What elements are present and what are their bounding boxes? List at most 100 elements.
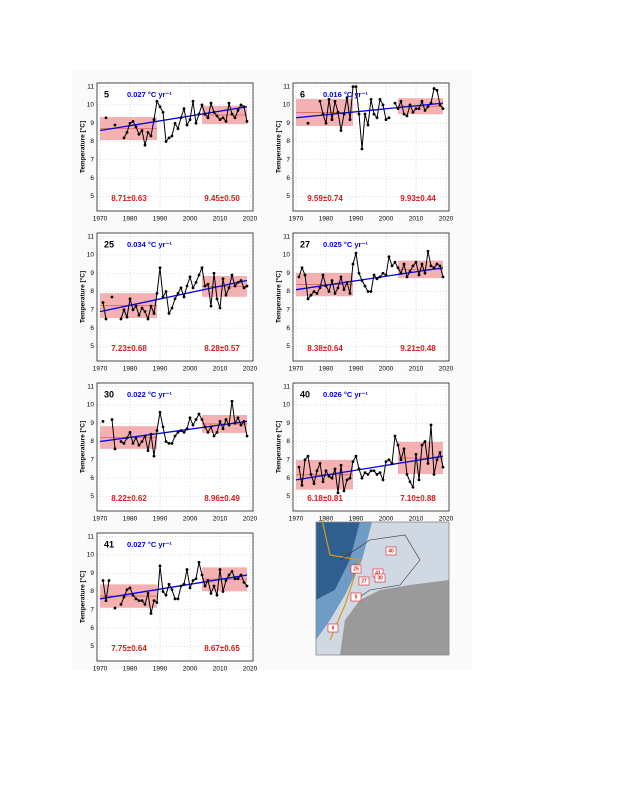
y-tick-label: 10: [87, 402, 95, 409]
data-point: [128, 586, 132, 590]
data-point: [203, 425, 207, 429]
data-point: [342, 288, 346, 292]
data-point: [402, 262, 406, 266]
x-tick-label: 1980: [319, 216, 334, 223]
data-point: [399, 271, 403, 275]
x-tick-label: 1990: [153, 666, 168, 673]
panel: 5 6 7 8 9 10 11 1970 1980 1990 2000 2010 2020 40 0.026…: [275, 382, 454, 523]
data-point: [239, 423, 243, 427]
panel: 5 6 7 8 9 10 11 1970 1980 1990 2000 2010 2020 6 0.016 …: [275, 82, 454, 223]
data-point: [176, 430, 180, 434]
y-tick-label: 8: [90, 588, 94, 595]
y-tick-label: 5: [90, 343, 94, 350]
x-tick-label: 2010: [213, 216, 228, 223]
panel-label: 41: [104, 539, 114, 549]
trend-label: 0.027 °C yr⁻¹: [127, 540, 172, 549]
data-point: [336, 491, 340, 495]
y-tick-label: 5: [286, 493, 290, 500]
data-point: [312, 482, 316, 485]
data-point: [330, 118, 334, 121]
series-line: [123, 99, 248, 146]
data-point: [203, 584, 207, 588]
data-point: [351, 262, 355, 266]
band-label: 6.18±0.81: [307, 494, 343, 503]
plot-border: [96, 232, 254, 362]
band-label: 9.45±0.50: [204, 194, 240, 203]
data-point: [233, 577, 237, 581]
data-point: [209, 304, 213, 308]
data-point: [435, 262, 439, 266]
data-point: [384, 118, 388, 121]
panel-label: 6: [300, 89, 305, 99]
data-point: [173, 297, 177, 301]
x-tick-label: 1980: [123, 666, 138, 673]
data-point: [387, 116, 391, 120]
data-point: [393, 260, 397, 264]
data-point: [218, 420, 222, 423]
x-tick-label: 1990: [153, 366, 168, 373]
data-point: [321, 273, 325, 277]
data-point: [420, 262, 424, 266]
data-point: [324, 284, 328, 288]
data-point: [435, 88, 439, 92]
data-point: [131, 120, 135, 123]
data-point: [137, 599, 141, 603]
data-point: [110, 295, 114, 299]
data-point: [161, 295, 165, 299]
data-point: [230, 399, 234, 403]
data-point: [203, 284, 207, 288]
panel-label: 40: [300, 389, 310, 399]
y-tick-label: 6: [90, 175, 94, 182]
data-point: [315, 469, 319, 473]
y-tick-label: 8: [90, 438, 94, 445]
data-point: [170, 134, 174, 138]
y-tick-label: 7: [90, 607, 94, 614]
panel-label: 5: [104, 89, 109, 99]
data-point: [206, 282, 210, 286]
y-tick-label: 6: [286, 325, 290, 332]
data-point: [345, 280, 349, 284]
x-tick-label: 2000: [379, 366, 394, 373]
data-point: [140, 599, 144, 603]
data-point: [209, 591, 213, 595]
data-point: [423, 440, 427, 443]
shelf-water: [316, 522, 372, 640]
y-tick-label: 8: [286, 138, 290, 145]
y-axis-label: Temperature [°C]: [79, 421, 87, 473]
band-label: 9.59±0.74: [307, 194, 343, 203]
data-point: [242, 105, 246, 109]
data-point: [179, 286, 183, 290]
data-point: [327, 290, 331, 293]
data-point: [164, 290, 168, 293]
x-tick-label: 1970: [93, 366, 108, 373]
data-point: [218, 118, 222, 121]
data-point: [161, 425, 165, 429]
x-tick-label: 1980: [123, 516, 138, 523]
data-point: [242, 580, 246, 584]
data-point: [131, 308, 135, 312]
panel: 5 6 7 8 9 10 11 1970 1980 1990 2000 2010 2020 27 0.025…: [275, 232, 454, 373]
data-point: [188, 586, 192, 590]
data-point: [131, 441, 135, 445]
data-point: [176, 597, 180, 601]
data-point: [438, 103, 442, 107]
data-point: [155, 601, 159, 604]
data-point: [227, 423, 231, 427]
y-axis-label: Temperature [°C]: [275, 271, 283, 323]
data-point: [194, 577, 198, 581]
x-tick-label: 1980: [123, 216, 138, 223]
data-point: [393, 101, 397, 105]
data-point: [417, 107, 421, 110]
data-point: [179, 584, 183, 588]
data-point: [348, 476, 352, 480]
x-tick-label: 2000: [183, 516, 198, 523]
data-point: [342, 112, 346, 116]
data-point: [360, 147, 364, 151]
data-point: [203, 112, 207, 116]
data-point: [405, 275, 409, 279]
data-point: [242, 420, 246, 423]
band-label: 8.96±0.49: [204, 494, 240, 503]
y-tick-label: 5: [286, 193, 290, 200]
data-point: [227, 101, 231, 105]
